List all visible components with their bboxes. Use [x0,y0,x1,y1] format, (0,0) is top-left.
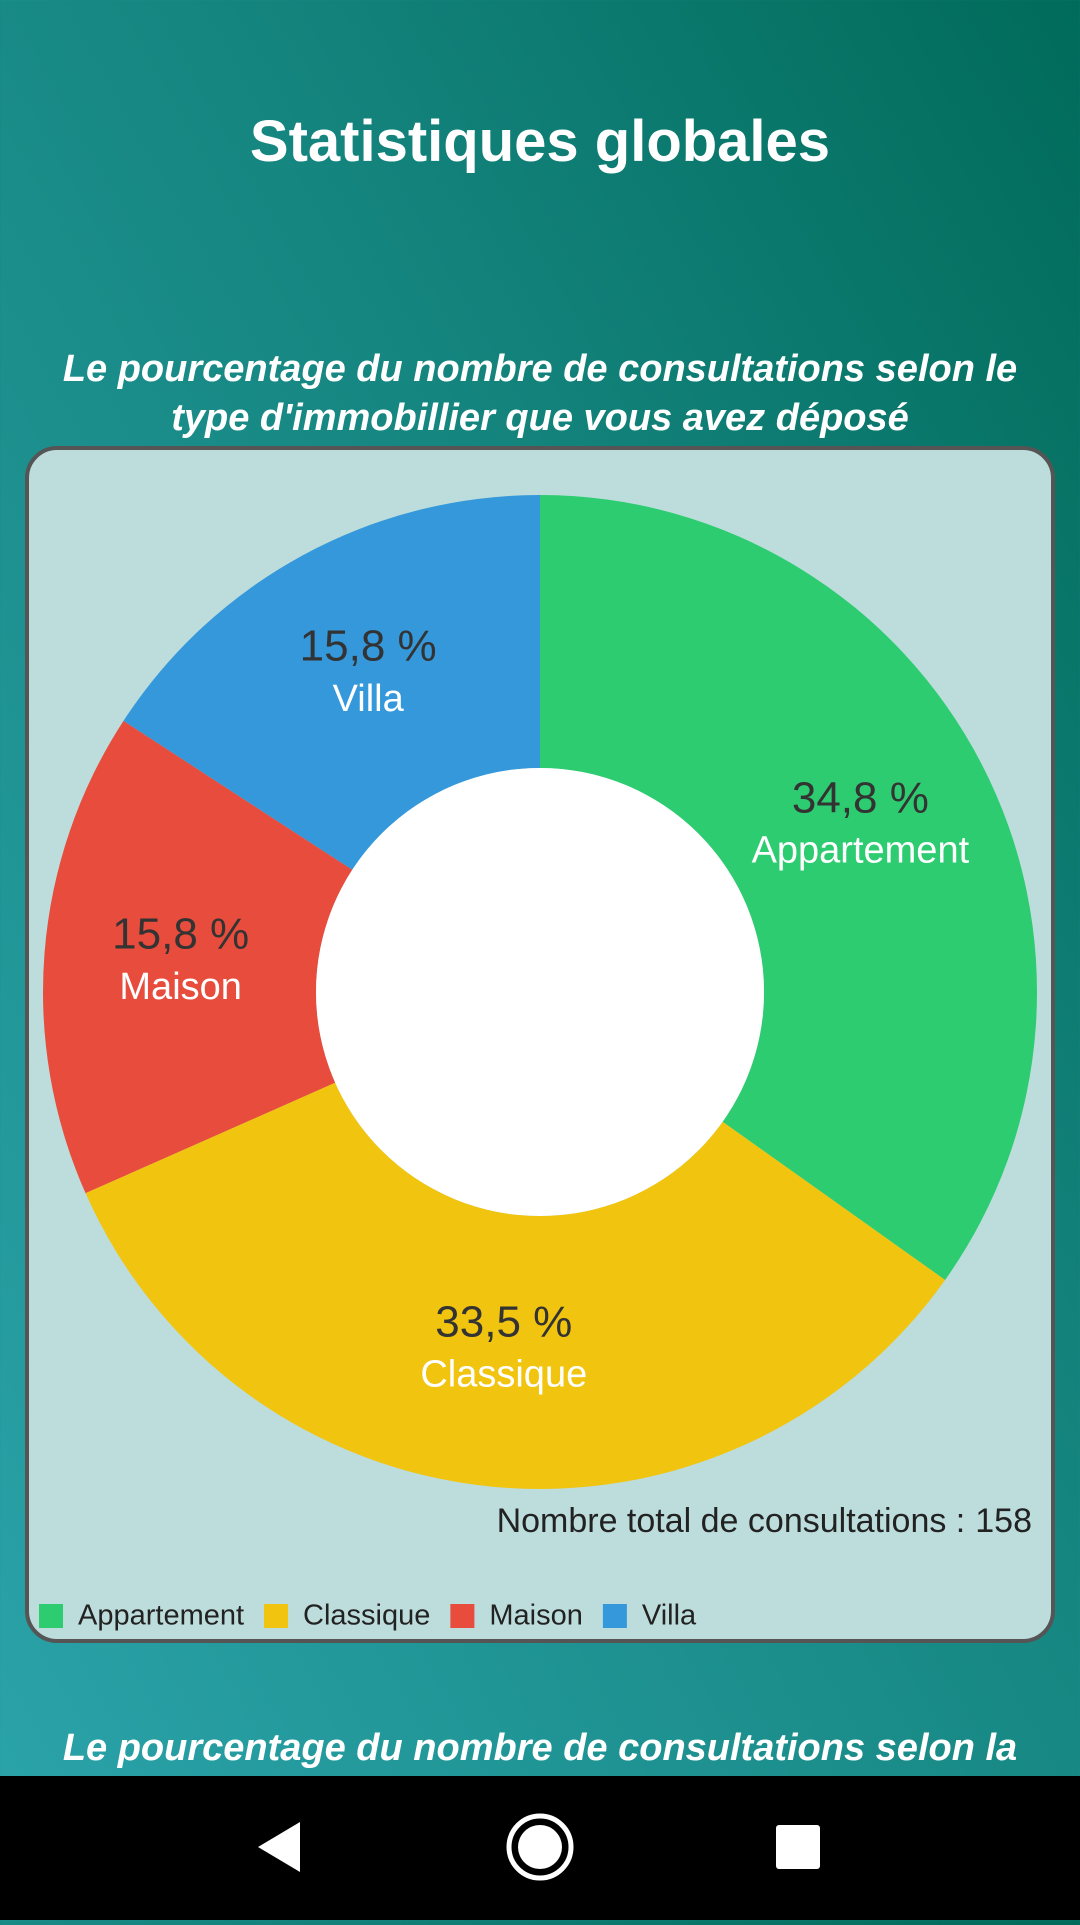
legend-label: Villa [642,1600,697,1632]
donut-hole [316,768,764,1216]
legend-swatch [450,1604,475,1628]
donut-segment [85,1082,946,1489]
value-label: 34,8 % [792,773,929,822]
segment-label: Classique [420,1354,587,1396]
donut-segment [540,495,1037,1280]
chart-title: Le pourcentage du nombre de consultation… [62,348,1018,439]
nav-icons [258,1813,820,1881]
value-label: 15,8 % [112,910,249,959]
value-label: 15,8 % [300,622,437,671]
next-section-title: Le pourcentage du nombre de consultation… [62,1727,1018,1769]
segment-label: Villa [333,678,405,720]
total-value: 158 [975,1502,1032,1540]
value-label: 33,5 % [435,1297,572,1346]
segment-label: Appartement [752,830,970,872]
donut-segment [123,495,540,870]
legend-label: Maison [489,1600,583,1632]
legend-swatch [264,1604,289,1628]
back-button[interactable] [258,1822,300,1872]
legend-label: Appartement [78,1600,244,1632]
recents-button[interactable] [776,1825,820,1869]
home-button-dot [518,1825,562,1869]
donut-segment [42,720,353,1194]
legend-swatch [39,1604,63,1628]
navigation-bar [0,1776,1080,1920]
page-title: Statistiques globales [249,109,831,174]
total-label: Nombre total de consultations : [497,1502,966,1540]
total: Nombre total de consultations :158 [497,1502,1032,1540]
legend-label: Classique [303,1600,430,1632]
segment-label: Maison [119,966,242,1008]
home-button[interactable] [506,1813,574,1881]
legend-swatch [602,1604,627,1628]
chart: Nombre total de consultations :158 34,8 … [25,446,1055,1643]
